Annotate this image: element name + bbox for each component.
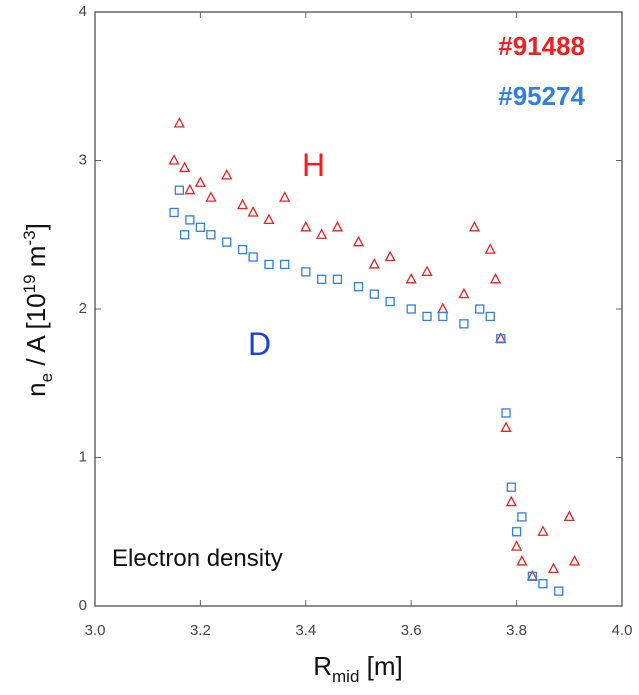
point: [485, 311, 495, 322]
x-label-part: R: [313, 651, 332, 681]
point: [489, 272, 502, 284]
point: [205, 191, 217, 202]
y-label-sup: 19: [20, 274, 39, 293]
point: [316, 228, 328, 239]
point: [264, 259, 274, 270]
point: [206, 230, 216, 240]
point: [511, 527, 522, 537]
y-tick-label: 1: [79, 448, 87, 465]
point: [353, 282, 364, 292]
point: [527, 571, 538, 581]
y-label-part: / A [10: [21, 293, 51, 373]
y-label-sup: -3: [20, 230, 39, 245]
point: [168, 154, 180, 165]
point: [496, 334, 506, 344]
x-tick-label: 3.6: [401, 622, 422, 639]
point: [405, 272, 417, 284]
y-axis-label: ne / A [1019 m-3]: [20, 223, 56, 397]
point: [301, 267, 311, 277]
point: [459, 319, 469, 329]
point: [169, 207, 179, 218]
point: [247, 206, 259, 217]
x-label-part: [m]: [359, 651, 402, 681]
y-tick-label: 3: [79, 151, 87, 168]
y-tick-label: 2: [79, 300, 87, 317]
point: [263, 213, 275, 225]
point: [484, 243, 496, 254]
y-label-part: m: [21, 246, 51, 275]
x-label-sub: mid: [332, 667, 359, 686]
point: [422, 311, 432, 322]
point: [184, 183, 196, 195]
point: [500, 421, 512, 432]
point: [568, 555, 581, 566]
point: [316, 274, 327, 284]
point: [554, 586, 564, 596]
point: [300, 220, 312, 232]
point: [248, 252, 258, 262]
point: [406, 304, 416, 314]
legend-entry: #91488: [498, 31, 585, 61]
point: [194, 176, 206, 187]
point: [501, 408, 511, 418]
legend-entry: #95274: [498, 81, 585, 111]
point: [352, 235, 365, 247]
point: [221, 168, 233, 180]
x-tick-label: 3.8: [506, 622, 527, 639]
x-tick-label: 4.0: [612, 622, 633, 639]
point: [505, 495, 517, 507]
point: [174, 185, 184, 195]
point: [384, 250, 396, 262]
annotation: H: [302, 147, 325, 183]
x-tick-label: 3.0: [85, 622, 106, 639]
point: [475, 304, 485, 314]
y-label-part: n: [21, 382, 51, 396]
point: [369, 289, 379, 299]
point: [468, 220, 481, 232]
y-tick-label: 0: [79, 597, 87, 614]
point: [332, 274, 343, 284]
point: [173, 116, 185, 128]
y-tick-label: 4: [79, 3, 87, 20]
point: [237, 244, 248, 255]
point: [437, 302, 449, 314]
y-label-part: ]: [21, 223, 51, 230]
point: [236, 198, 249, 210]
point: [280, 259, 290, 270]
point: [547, 562, 560, 574]
annotation: Electron density: [112, 545, 283, 572]
point: [195, 222, 206, 232]
point: [506, 482, 516, 492]
point: [279, 191, 291, 202]
point: [421, 265, 433, 277]
point: [385, 296, 395, 307]
point: [458, 287, 470, 299]
point: [538, 579, 548, 589]
point: [185, 215, 195, 225]
point: [331, 220, 343, 232]
x-tick-label: 3.2: [190, 622, 211, 639]
point: [516, 555, 528, 566]
x-tick-label: 3.4: [295, 622, 316, 639]
point: [222, 237, 232, 247]
point: [511, 540, 523, 551]
point: [537, 525, 549, 536]
point: [563, 510, 575, 522]
point: [368, 258, 380, 269]
annotation: D: [248, 326, 271, 362]
point: [517, 512, 527, 522]
point: [179, 230, 190, 240]
point: [438, 311, 448, 322]
y-label-sub: e: [37, 373, 56, 382]
x-axis-label: Rmid [m]: [313, 651, 403, 686]
point: [179, 161, 191, 173]
